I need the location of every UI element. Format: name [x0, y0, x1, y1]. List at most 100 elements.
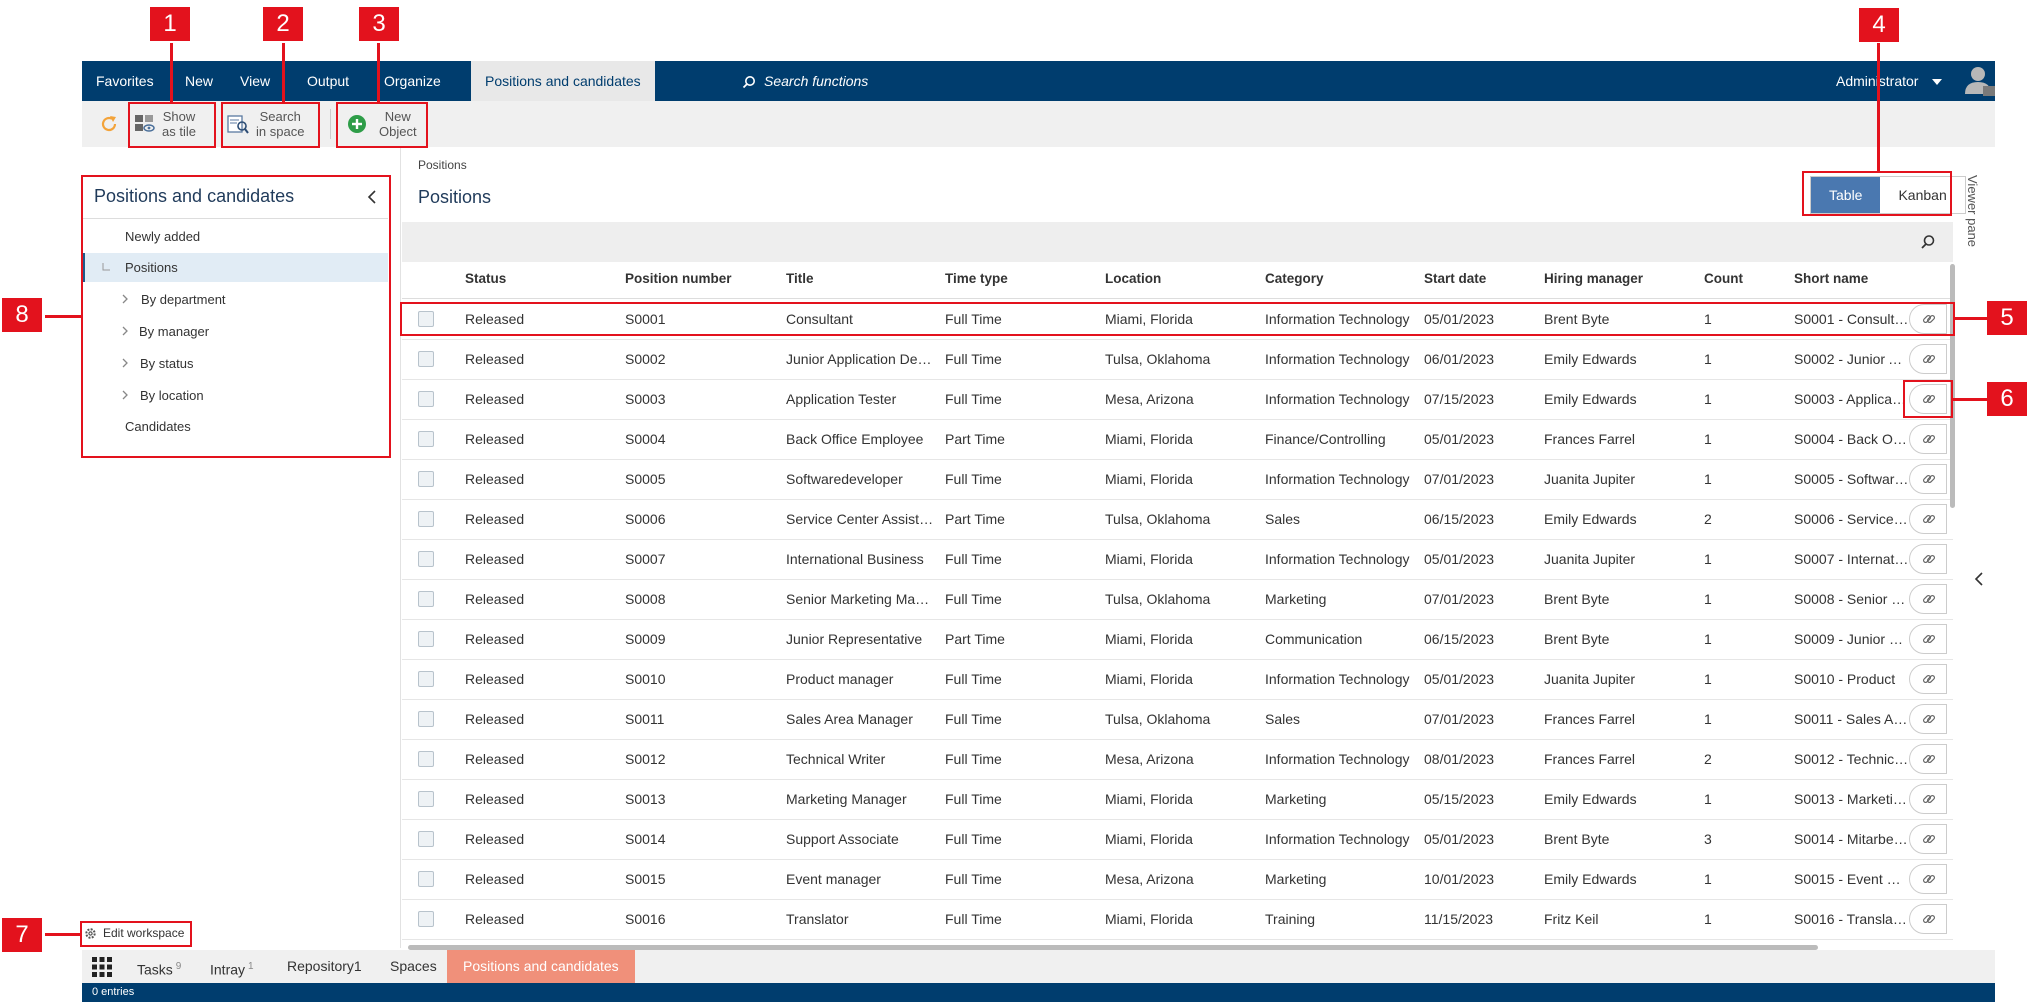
table-row[interactable]: Released S0012 Technical Writer Full Time Me…: [402, 739, 1953, 780]
table-row[interactable]: Released S0014 Support Associate Full Time M…: [402, 819, 1953, 860]
link-button[interactable]: [1909, 864, 1947, 894]
search-in-space-button[interactable]: Search in space: [226, 105, 304, 143]
cell-position-number: S0012: [625, 751, 666, 767]
bottom-tab-intray[interactable]: Intray 1: [210, 950, 254, 983]
show-as-tile-button[interactable]: Show as tile: [134, 105, 196, 143]
column-header-start-date[interactable]: Start date: [1424, 271, 1487, 286]
table-row[interactable]: Released S0013 Marketing Manager Full Time M…: [402, 779, 1953, 820]
link-button[interactable]: [1909, 304, 1947, 334]
table-view-button[interactable]: Table: [1811, 177, 1881, 213]
cell-hiring-manager: Frances Farrel: [1544, 711, 1636, 727]
new-object-button[interactable]: New Object: [347, 105, 417, 143]
link-button[interactable]: [1909, 584, 1947, 614]
table-row[interactable]: Released S0010 Product manager Full Time Mia…: [402, 659, 1953, 700]
table-row[interactable]: Released S0001 Consultant Full Time Miami, F…: [402, 299, 1953, 340]
annotation-leader: [170, 43, 173, 102]
table-row[interactable]: Released S0007 International Business Full …: [402, 539, 1953, 580]
link-button[interactable]: [1909, 504, 1947, 534]
table-row[interactable]: Released S0003 Application Tester Full Time…: [402, 379, 1953, 420]
cell-location: Mesa, Arizona: [1105, 871, 1194, 887]
tree-item-by-status[interactable]: By status: [140, 356, 194, 371]
viewer-pane[interactable]: Viewer pane: [1960, 175, 2000, 775]
kanban-view-button[interactable]: Kanban: [1880, 177, 1965, 213]
search-functions-field[interactable]: Search functions: [742, 61, 868, 101]
column-header-count[interactable]: Count: [1704, 271, 1743, 286]
cell-time-type: Full Time: [945, 351, 1002, 367]
link-button[interactable]: [1909, 624, 1947, 654]
cell-hiring-manager: Juanita Jupiter: [1544, 551, 1636, 567]
horizontal-scrollbar[interactable]: [408, 945, 1818, 950]
bottom-tab-repository1[interactable]: Repository1: [287, 950, 362, 983]
edit-workspace-button[interactable]: Edit workspace: [84, 926, 184, 940]
tree-chevron-right-icon[interactable]: [122, 358, 128, 368]
tree-item-newly-added[interactable]: Newly added: [125, 229, 201, 244]
cell-location: Miami, Florida: [1105, 791, 1193, 807]
cell-hiring-manager: Emily Edwards: [1544, 511, 1637, 527]
grid-search-icon[interactable]: [1920, 234, 1936, 250]
link-button[interactable]: [1909, 824, 1947, 854]
menu-new[interactable]: New: [185, 73, 214, 89]
bottom-tab-tasks[interactable]: Tasks 9: [137, 950, 181, 983]
vertical-scrollbar[interactable]: [1950, 264, 1955, 508]
bottom-tab-spaces[interactable]: Spaces: [390, 950, 437, 983]
table-row[interactable]: Released S0005 Softwaredeveloper Full Time M…: [402, 459, 1953, 500]
tree-item-candidates[interactable]: Candidates: [125, 419, 191, 434]
table-row[interactable]: Released S0002 Junior Application Develope…: [402, 339, 1953, 380]
search-functions-placeholder: Search functions: [764, 73, 869, 89]
bottom-tab-positions-and-candidates[interactable]: Positions and candidates: [447, 950, 635, 983]
annotation-label-4: 4: [1859, 8, 1899, 42]
collapse-panel-icon[interactable]: [367, 190, 377, 204]
avatar[interactable]: [1963, 64, 1997, 98]
table-row[interactable]: Released S0009 Junior Representative Part T…: [402, 619, 1953, 660]
cell-category: Marketing: [1265, 871, 1327, 887]
link-button[interactable]: [1909, 424, 1947, 454]
tab-positions-and-candidates[interactable]: Positions and candidates: [471, 61, 655, 101]
menu-favorites[interactable]: Favorites: [96, 73, 154, 89]
link-button[interactable]: [1909, 464, 1947, 494]
table-row[interactable]: Released S0015 Event manager Full Time Mesa,…: [402, 859, 1953, 900]
cell-title: Product manager: [786, 671, 894, 687]
link-button[interactable]: [1909, 344, 1947, 374]
column-header-category[interactable]: Category: [1265, 271, 1324, 286]
tile-view-icon: [135, 115, 155, 132]
menu-organize[interactable]: Organize: [384, 73, 441, 89]
tree-item-positions[interactable]: Positions: [125, 260, 178, 275]
column-header-time-type[interactable]: Time type: [945, 271, 1008, 286]
tree-chevron-right-icon[interactable]: [122, 326, 128, 336]
table-row[interactable]: Released S0016 Translator Full Time Miami, F…: [402, 899, 1953, 940]
column-header-status[interactable]: Status: [465, 271, 507, 286]
column-header-short-name[interactable]: Short name: [1794, 271, 1869, 286]
table-row[interactable]: Released S0006 Service Center Assistant Par…: [402, 499, 1953, 540]
table-row[interactable]: Released S0008 Senior Marketing Manager Ful…: [402, 579, 1953, 620]
tree-chevron-right-icon[interactable]: [122, 390, 128, 400]
expand-viewer-icon[interactable]: [1974, 572, 1984, 586]
link-button[interactable]: [1909, 744, 1947, 774]
link-button[interactable]: [1909, 904, 1947, 934]
column-header-location[interactable]: Location: [1105, 271, 1162, 286]
link-button[interactable]: [1909, 544, 1947, 574]
position-document-icon: [418, 511, 434, 527]
annotation-label-2: 2: [263, 7, 303, 41]
column-header-hiring-manager[interactable]: Hiring manager: [1544, 271, 1644, 286]
link-button[interactable]: [1909, 384, 1947, 414]
tree-item-by-department[interactable]: By department: [141, 292, 226, 307]
menu-output[interactable]: Output: [307, 73, 350, 89]
tree-item-by-location[interactable]: By location: [140, 388, 204, 403]
user-menu[interactable]: Administrator: [1836, 61, 1943, 101]
breadcrumb[interactable]: Positions: [418, 158, 467, 172]
cell-count: 1: [1704, 871, 1712, 887]
tree-item-by-manager[interactable]: By manager: [139, 324, 210, 339]
apps-grid-icon[interactable]: [92, 957, 112, 977]
menu-view[interactable]: View: [240, 73, 271, 89]
tree-chevron-right-icon[interactable]: [122, 294, 128, 304]
cell-category: Information Technology: [1265, 551, 1410, 567]
column-header-title[interactable]: Title: [786, 271, 814, 286]
link-button[interactable]: [1909, 704, 1947, 734]
table-row[interactable]: Released S0004 Back Office Employee Part Ti…: [402, 419, 1953, 460]
refresh-icon[interactable]: [99, 114, 119, 134]
cell-short-name: S0001 - Consultant: [1794, 311, 1909, 327]
table-row[interactable]: Released S0011 Sales Area Manager Full Time…: [402, 699, 1953, 740]
link-button[interactable]: [1909, 784, 1947, 814]
link-button[interactable]: [1909, 664, 1947, 694]
column-header-position-number[interactable]: Position number: [625, 271, 732, 286]
